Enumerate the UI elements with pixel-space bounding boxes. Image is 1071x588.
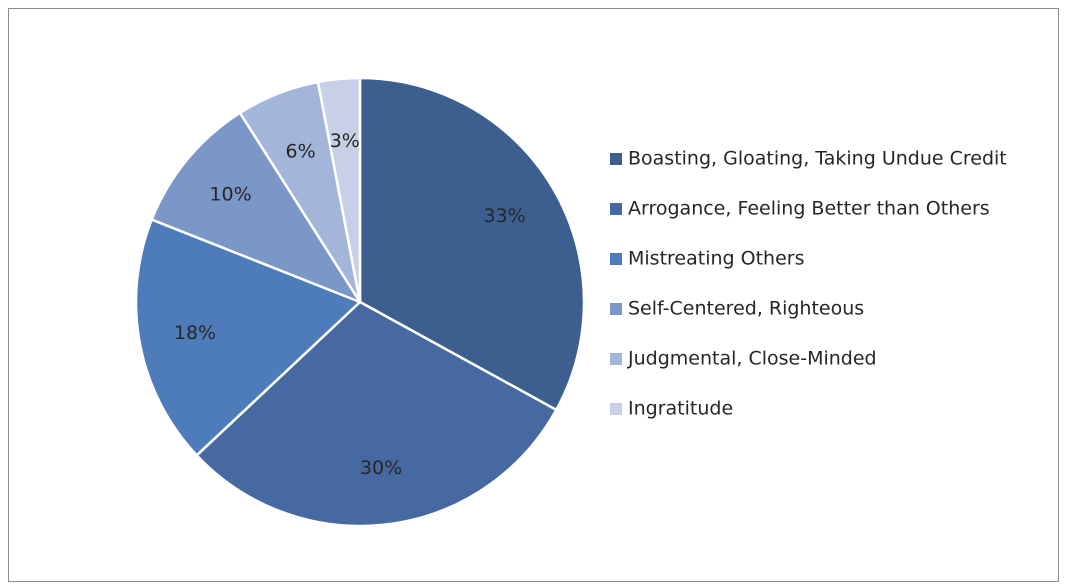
- legend-swatch-judgmental-close-minded: [610, 353, 622, 365]
- legend-label-ingratitude: Ingratitude: [628, 398, 733, 420]
- data-label-mistreating-others: 18%: [174, 322, 216, 344]
- data-label-self-centered-righteous: 10%: [209, 183, 251, 205]
- legend-swatch-ingratitude: [610, 403, 622, 415]
- pie-slice-ingratitude: [316, 76, 362, 303]
- pie-slice-arrogance-feeling-better-than-others: [194, 300, 558, 528]
- pie-slice-mistreating-others: [134, 217, 363, 458]
- data-label-boasting-gloating-taking-undue-credit: 33%: [483, 205, 525, 227]
- legend-swatch-self-centered-righteous: [610, 303, 622, 315]
- legend-swatch-mistreating-others: [610, 253, 622, 265]
- legend-label-boasting-gloating-taking-undue-credit: Boasting, Gloating, Taking Undue Credit: [628, 148, 1007, 170]
- pie-slice-labels: 33% 30% 18% 10% 6% 3%: [174, 130, 526, 479]
- legend-label-arrogance-feeling-better-than-others: Arrogance, Feeling Better than Others: [628, 198, 990, 220]
- data-label-ingratitude: 3%: [330, 130, 360, 152]
- pie-slice-boasting-gloating-taking-undue-credit: [358, 76, 586, 412]
- legend-swatch-arrogance-feeling-better-than-others: [610, 203, 622, 215]
- legend-label-judgmental-close-minded: Judgmental, Close-Minded: [627, 348, 877, 370]
- data-label-arrogance-feeling-better-than-others: 30%: [360, 457, 402, 479]
- legend-label-mistreating-others: Mistreating Others: [628, 248, 804, 270]
- legend-label-self-centered-righteous: Self-Centered, Righteous: [628, 298, 864, 320]
- legend: Boasting, Gloating, Taking Undue Credit A…: [610, 148, 1007, 420]
- data-label-judgmental-close-minded: 6%: [286, 141, 316, 163]
- pie-slice-self-centered-righteous: [150, 111, 364, 305]
- legend-swatch-boasting-gloating-taking-undue-credit: [610, 153, 622, 165]
- pie-slices: [134, 76, 586, 528]
